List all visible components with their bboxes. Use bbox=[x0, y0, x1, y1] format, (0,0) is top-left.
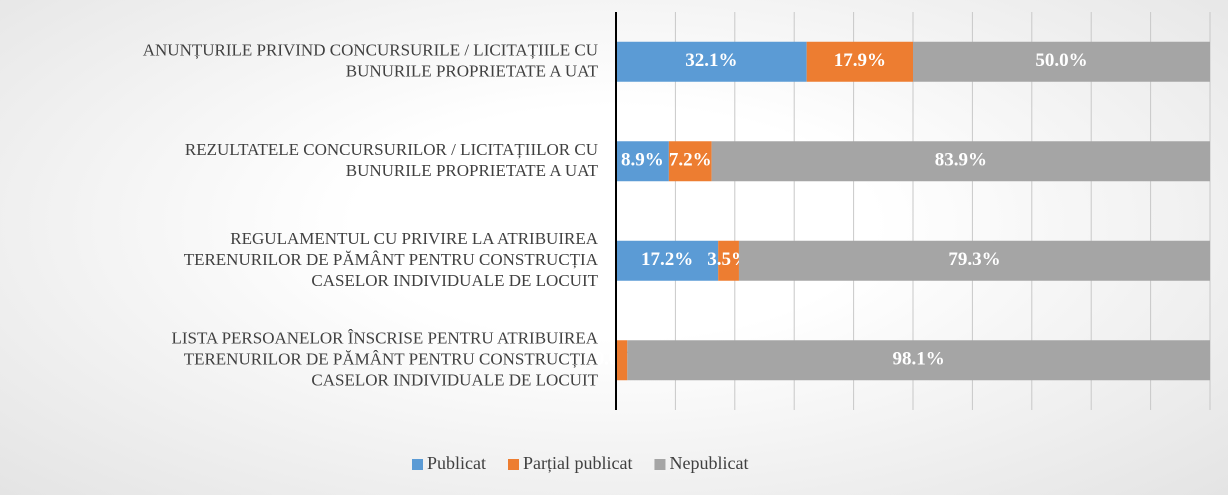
bar-segment bbox=[738, 240, 1210, 281]
value-label: 98.1% bbox=[893, 349, 945, 370]
bar-segment bbox=[718, 240, 739, 281]
category-label: REGULAMENTUL CU PRIVIRE LA ATRIBUIREA TER… bbox=[184, 229, 599, 290]
category-label: REZULTATELE CONCURSURILOR / LICITAȚIILOR… bbox=[185, 140, 599, 180]
value-label: 83.9% bbox=[935, 150, 987, 171]
value-label: 50.0% bbox=[1035, 50, 1087, 71]
legend-swatch bbox=[508, 459, 519, 470]
bar-segment bbox=[627, 340, 1210, 381]
legend-swatch bbox=[412, 459, 423, 470]
value-label: 17.9% bbox=[834, 50, 886, 71]
bar-segment bbox=[711, 141, 1210, 182]
value-label: 32.1% bbox=[685, 50, 737, 71]
bar-segment bbox=[616, 41, 807, 82]
category-label: ANUNȚURILE PRIVIND CONCURSURILE / LICITA… bbox=[143, 40, 599, 80]
legend-label: Nepublicat bbox=[669, 453, 748, 473]
legend-swatch bbox=[654, 459, 666, 470]
bar-segment bbox=[806, 41, 913, 82]
bar-segment bbox=[913, 41, 1210, 82]
legend-label: Publicat bbox=[427, 453, 486, 473]
value-label: 17.2% bbox=[641, 249, 693, 270]
legend-label: Parțial publicat bbox=[523, 453, 632, 473]
value-label: 8.9% bbox=[621, 150, 664, 171]
bar-segment bbox=[616, 340, 628, 381]
value-label: 79.3% bbox=[948, 249, 1000, 270]
bar-segment bbox=[616, 240, 719, 281]
category-label: LISTA PERSOANELOR ÎNSCRISE PENTRU ATRIBU… bbox=[171, 328, 598, 389]
value-label: 7.2% bbox=[669, 150, 712, 171]
bar-segment bbox=[668, 141, 712, 182]
bar-segment bbox=[616, 141, 669, 182]
